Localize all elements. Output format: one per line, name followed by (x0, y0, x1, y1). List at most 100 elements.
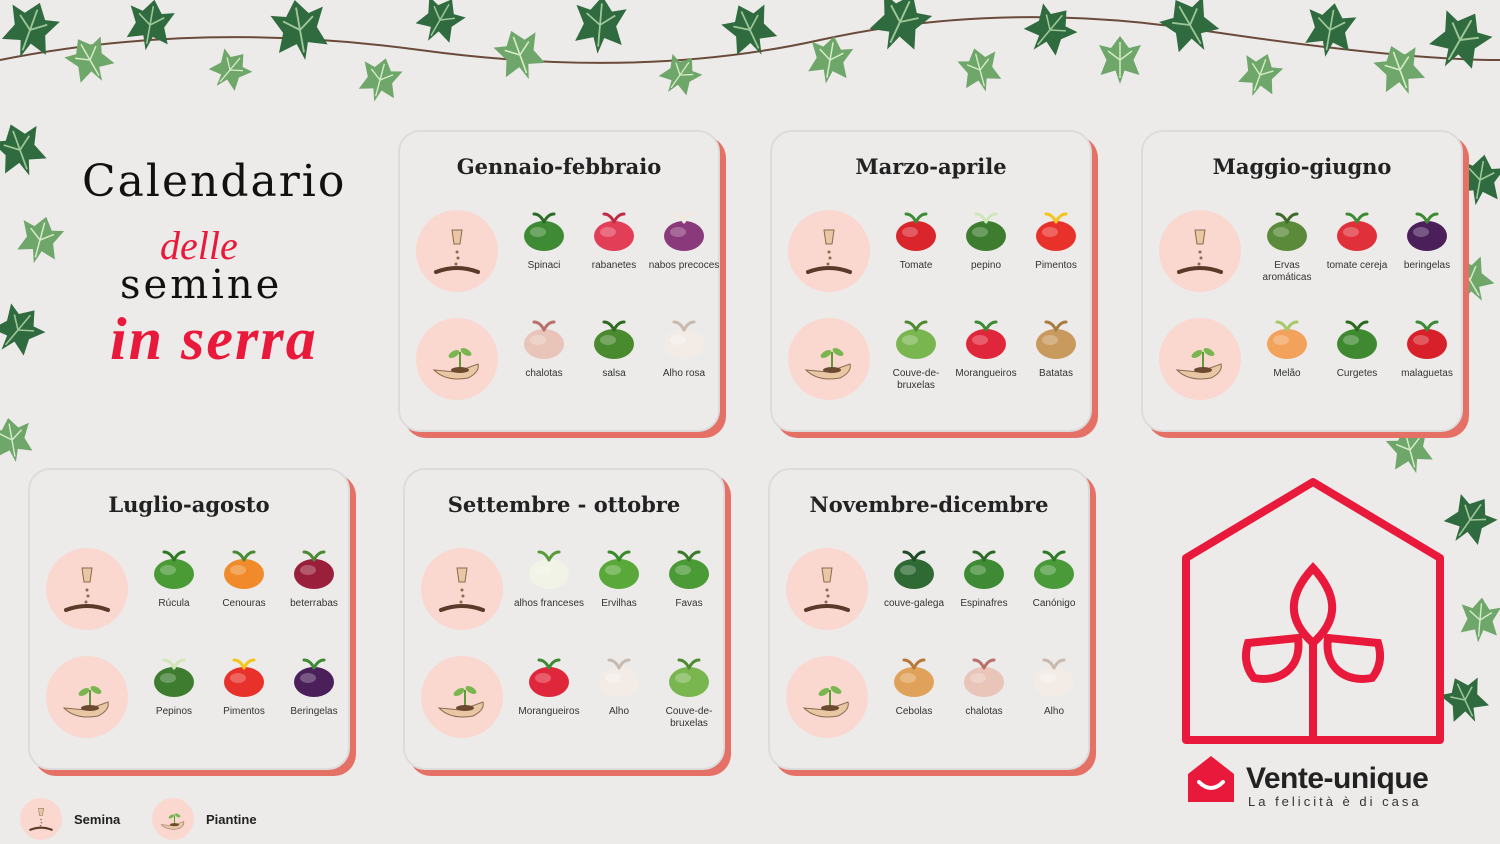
sowing-icon (20, 798, 62, 840)
brand: Vente-unique La felicità è di casa (1184, 752, 1429, 809)
title-line-2: delle (160, 223, 238, 268)
turnip-icon (646, 208, 722, 256)
spinach-icon (506, 208, 582, 256)
strawberry-icon (948, 316, 1024, 364)
vegetable-item: Alho (1016, 654, 1092, 718)
beet-icon (276, 546, 352, 594)
vegetable-item: Pepinos (136, 654, 212, 718)
brussels-sprouts-icon (878, 316, 954, 364)
vegetable-item: Espinafres (946, 546, 1022, 610)
legend-seedling: Piantine (152, 798, 257, 840)
vegetable-item: chalotas (946, 654, 1022, 718)
month-card: Gennaio-febbraio Spinaci rabanetes nabos… (398, 130, 720, 432)
vegetable-label: Spinaci (527, 260, 561, 271)
spinach-icon (946, 546, 1022, 594)
vegetable-label: beterrabas (290, 598, 338, 609)
vegetable-item: alhos franceses (511, 546, 587, 610)
card-title: Novembre-dicembre (809, 492, 1049, 517)
chili-icon (1389, 316, 1465, 364)
vegetable-item: Batatas (1018, 316, 1094, 380)
vegetable-item: tomate cereja (1319, 208, 1395, 272)
vegetable-label: Canónigo (1032, 598, 1076, 609)
zucchini-icon (1319, 316, 1395, 364)
vegetable-label: Couve-de-bruxelas (665, 706, 713, 729)
vegetable-item: Pimentos (1018, 208, 1094, 272)
legend-sowing-label: Semina (74, 811, 121, 827)
vegetable-item: Curgetes (1319, 316, 1395, 380)
sowing-icon (1159, 210, 1241, 292)
vegetable-label: alhos franceses (513, 598, 585, 609)
leek-icon (511, 546, 587, 594)
month-card: Marzo-aprile Tomate pepino Pimentos Couv… (770, 130, 1092, 432)
seedling-icon (152, 798, 194, 840)
vegetable-label: beringelas (1403, 260, 1451, 271)
vegetable-item: Ervas aromáticas (1249, 208, 1325, 284)
vegetable-item: Ervilhas (581, 546, 657, 610)
cherry-tomato-icon (1319, 208, 1395, 256)
vegetable-label: Morangueiros (955, 368, 1017, 379)
parsley-icon (576, 316, 652, 364)
vegetable-item: Pimentos (206, 654, 282, 718)
vegetable-label: Alho (1043, 706, 1064, 717)
seedling-icon (421, 656, 503, 738)
lambs-lettuce-icon (1016, 546, 1092, 594)
vegetable-item: Morangueiros (948, 316, 1024, 380)
melon-icon (1249, 316, 1325, 364)
vegetable-label: Pimentos (1035, 260, 1077, 271)
vegetable-item: Rúcula (136, 546, 212, 610)
vegetable-label: Espinafres (960, 598, 1008, 609)
card-title: Maggio-giugno (1212, 154, 1392, 179)
vegetable-item: chalotas (506, 316, 582, 380)
sowing-icon (416, 210, 498, 292)
seedling-icon (1159, 318, 1241, 400)
kale-icon (876, 546, 952, 594)
seedling-icon (46, 656, 128, 738)
vegetable-label: Ervas aromáticas (1262, 260, 1312, 283)
seedling-icon (788, 318, 870, 400)
herbs-icon (1249, 208, 1325, 256)
card-title: Settembre - ottobre (447, 492, 681, 517)
vegetable-label: Beringelas (290, 706, 338, 717)
seedling-icon (416, 318, 498, 400)
vegetable-label: rabanetes (591, 260, 637, 271)
vegetable-label: Curgetes (1336, 368, 1378, 379)
card-title: Luglio-agosto (108, 492, 270, 517)
vegetable-label: Cebolas (895, 706, 933, 717)
garlic-icon (646, 316, 722, 364)
vegetable-item: Favas (651, 546, 727, 610)
vegetable-item: Beringelas (276, 654, 352, 718)
vegetable-item: Couve-de-bruxelas (878, 316, 954, 392)
peas-icon (581, 546, 657, 594)
vegetable-label: Tomate (899, 260, 933, 271)
month-card: Luglio-agosto Rúcula Cenouras beterrabas… (28, 468, 350, 770)
brand-logo-icon (1188, 756, 1234, 802)
brand-name: Vente-unique (1246, 762, 1429, 795)
vegetable-item: Couve-de-bruxelas (651, 654, 727, 730)
vegetable-label: Pepinos (155, 706, 193, 717)
potato-icon (1018, 316, 1094, 364)
month-card: Novembre-dicembre couve-galega Espinafre… (768, 468, 1090, 770)
vegetable-item: Cebolas (876, 654, 952, 718)
vegetable-label: Cenouras (222, 598, 266, 609)
month-card: Settembre - ottobre alhos franceses Ervi… (403, 468, 725, 770)
vegetable-item: Alho rosa (646, 316, 722, 380)
title-line-4: in serra (110, 306, 318, 372)
vegetable-item: Melão (1249, 316, 1325, 380)
radish-icon (576, 208, 652, 256)
vegetable-label: chalotas (965, 706, 1003, 717)
strawberry-icon (511, 654, 587, 702)
pepper-icon (206, 654, 282, 702)
vegetable-item: Alho (581, 654, 657, 718)
vegetable-item: Tomate (878, 208, 954, 272)
vegetable-label: Couve-de-bruxelas (892, 368, 940, 391)
vegetable-item: beringelas (1389, 208, 1465, 272)
sowing-icon (786, 548, 868, 630)
vegetable-label: Alho rosa (662, 368, 706, 379)
shallot-icon (946, 654, 1022, 702)
eggplant-icon (1389, 208, 1465, 256)
legend-seedling-label: Piantine (206, 811, 257, 827)
vegetable-item: Cenouras (206, 546, 282, 610)
vegetable-label: Morangueiros (518, 706, 580, 717)
vegetable-label: couve-galega (883, 598, 945, 609)
vegetable-item: couve-galega (876, 546, 952, 610)
